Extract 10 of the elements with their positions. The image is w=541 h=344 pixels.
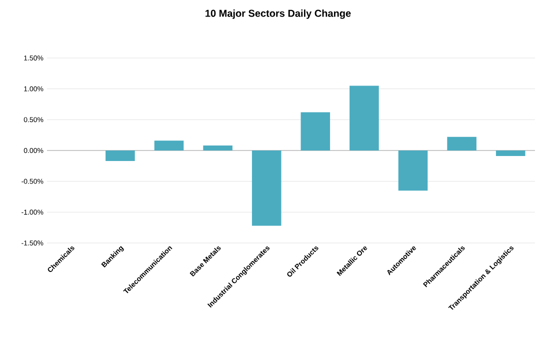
bar <box>496 150 526 156</box>
bar <box>300 112 330 150</box>
bar <box>203 146 232 150</box>
bar <box>447 136 476 150</box>
bar <box>252 150 282 226</box>
bar <box>106 150 135 161</box>
bar <box>398 150 428 191</box>
bar <box>154 140 184 150</box>
bar <box>350 86 379 150</box>
chart-title: 10 Major Sectors Daily Change <box>206 10 351 19</box>
